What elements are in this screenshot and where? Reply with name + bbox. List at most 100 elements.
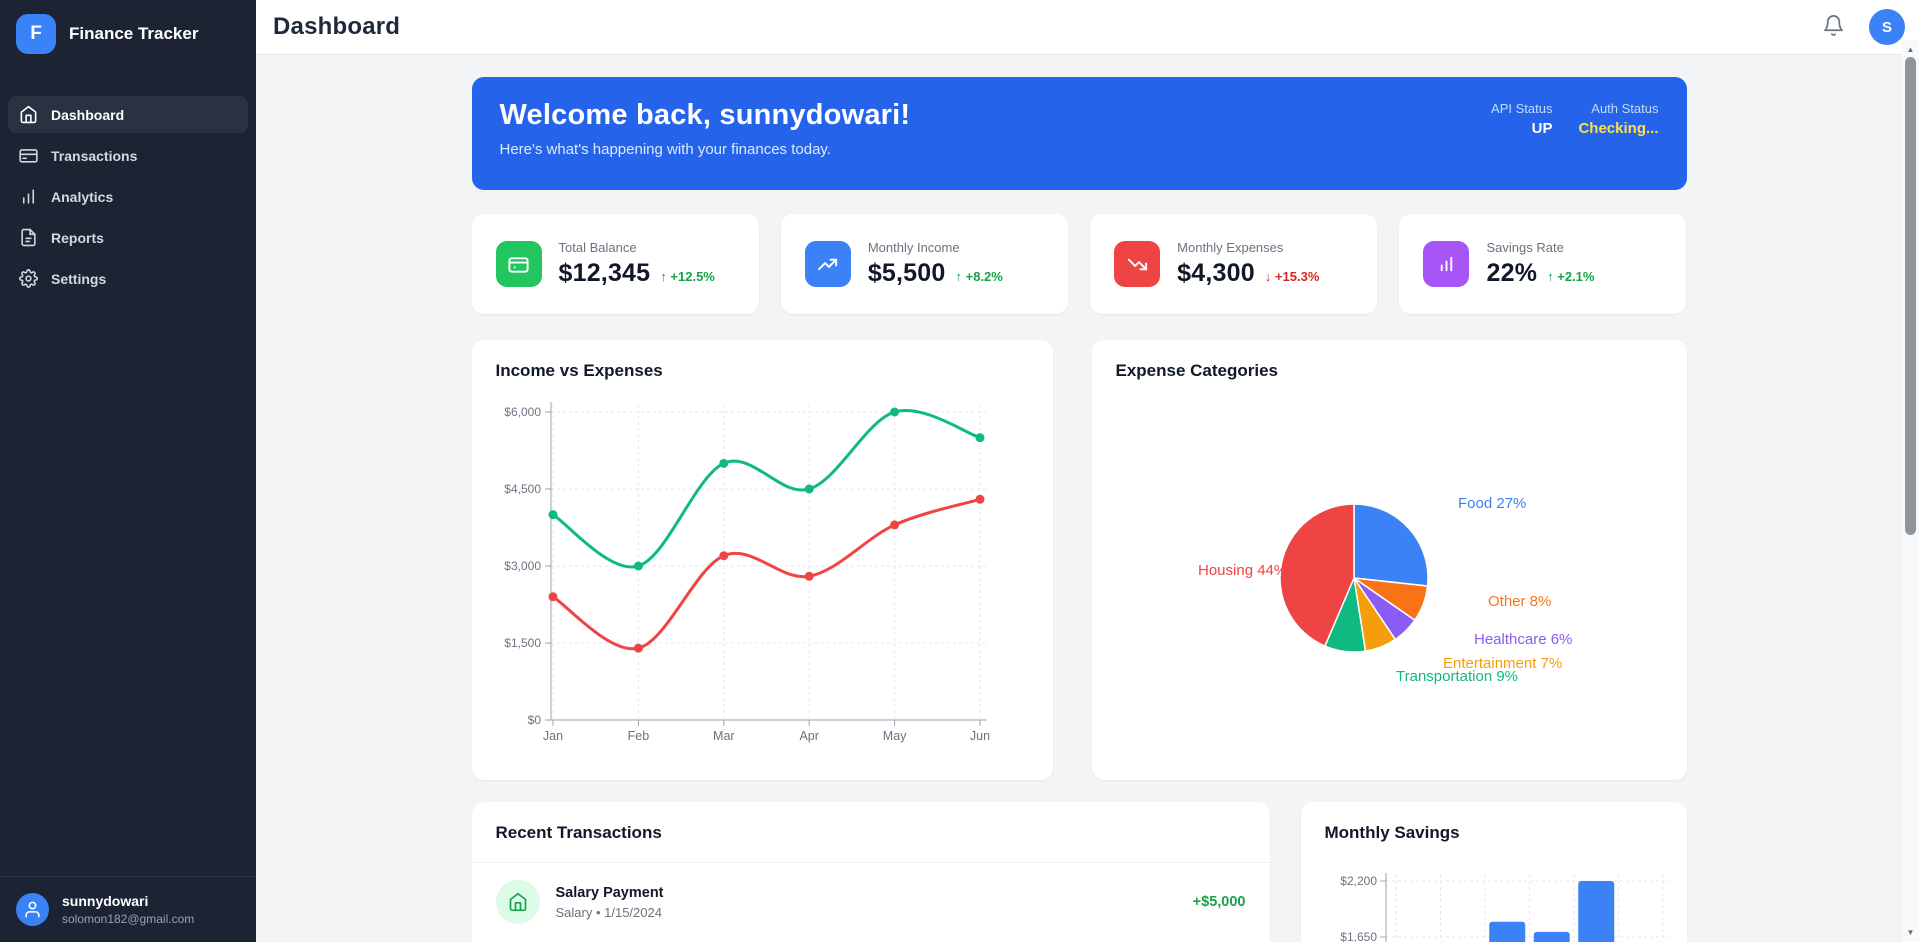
scrollbar-up-arrow[interactable]: ▲: [1906, 44, 1915, 54]
transaction-row[interactable]: Salary Payment Salary • 1/15/2024 +$5,00…: [472, 862, 1270, 942]
arrow-up-icon: ↑: [955, 269, 963, 284]
charts-row: Income vs Expenses $0 $1,500 $3,000 $4,500 $…: [471, 340, 1687, 780]
stat-value: 22%: [1486, 259, 1538, 287]
api-status-value: UP: [1531, 120, 1553, 137]
bell-icon[interactable]: [1820, 14, 1846, 40]
svg-text:$1,500: $1,500: [504, 636, 541, 650]
svg-text:$2,200: $2,200: [1340, 874, 1377, 888]
dashboard-content: Welcome back, sunnydowari! Here's what's…: [256, 55, 1919, 942]
sidebar-item-settings[interactable]: Settings: [8, 260, 248, 297]
top-header: Dashboard S: [256, 0, 1919, 55]
transaction-meta: Salary • 1/15/2024: [555, 904, 662, 920]
scrollbar-down-arrow[interactable]: ▼: [1906, 927, 1915, 937]
trending-up-icon: [804, 241, 851, 287]
arrow-down-icon: ↓: [1264, 269, 1272, 284]
svg-text:Apr: Apr: [799, 729, 818, 743]
recent-transactions-card: Recent Transactions Salary Payment Salar…: [471, 802, 1270, 942]
app-logo: F: [16, 14, 56, 54]
wallet-icon: [495, 241, 542, 287]
monthly-savings-card: Monthly Savings $0$550$1,100$1,650$2,200…: [1300, 802, 1687, 942]
auth-status: Auth Status Checking...: [1578, 101, 1658, 137]
income-expenses-chart: $0 $1,500 $3,000 $4,500 $6,000 Jan Feb Mar Apr Ma…: [504, 402, 990, 743]
credit-card-icon: [18, 146, 38, 166]
svg-text:Transportation 9%: Transportation 9%: [1396, 668, 1518, 685]
transaction-amount: +$5,000: [1192, 894, 1246, 910]
status-indicators: API Status UP Auth Status Checking...: [1491, 101, 1658, 137]
svg-text:$3,000: $3,000: [504, 559, 541, 573]
stat-delta: ↑ +8.2%: [955, 269, 1003, 284]
monthly-savings-chart: $0$550$1,100$1,650$2,200JanFebMarAprMayJ…: [1340, 873, 1669, 942]
svg-text:May: May: [882, 729, 906, 743]
stat-label: Monthly Expenses: [1177, 240, 1284, 255]
welcome-title: Welcome back, sunnydowari!: [499, 99, 911, 131]
svg-text:$0: $0: [527, 713, 541, 727]
section-title: Recent Transactions: [495, 823, 662, 842]
sidebar-item-reports[interactable]: Reports: [8, 219, 248, 256]
svg-text:Entertainment 7%: Entertainment 7%: [1443, 655, 1562, 672]
transaction-name: Salary Payment: [555, 884, 664, 901]
sidebar-nav: Dashboard Transactions Analytics Reports: [0, 92, 256, 301]
header-avatar[interactable]: S: [1869, 9, 1905, 45]
stat-value: $5,500: [867, 259, 946, 287]
main-area: Dashboard S Welcome back, sunnydowari! H…: [256, 0, 1919, 942]
stat-card-total-balance: Total Balance $12,345 ↑ +12.5%: [471, 214, 759, 314]
sidebar-item-transactions[interactable]: Transactions: [8, 137, 248, 174]
sidebar-item-label: Transactions: [51, 147, 138, 164]
stat-delta: ↑ +12.5%: [660, 269, 715, 284]
sidebar-user[interactable]: sunnydowari solomon182@gmail.com: [0, 876, 256, 942]
bottom-row: Recent Transactions Salary Payment Salar…: [471, 802, 1687, 942]
stat-delta: ↑ +2.1%: [1547, 269, 1595, 284]
sidebar-item-analytics[interactable]: Analytics: [8, 178, 248, 215]
stat-card-savings-rate: Savings Rate 22% ↑ +2.1%: [1399, 214, 1687, 314]
stat-label: Monthly Income: [867, 240, 960, 255]
svg-text:Healthcare 6%: Healthcare 6%: [1474, 631, 1572, 648]
bar-chart-icon: [1423, 241, 1470, 287]
page-title: Dashboard: [273, 13, 401, 40]
bar-chart-icon: [18, 187, 38, 207]
api-status-label: API Status: [1491, 101, 1553, 116]
user-name: sunnydowari: [62, 893, 149, 909]
chart-title: Income vs Expenses: [495, 361, 663, 380]
svg-text:Food 27%: Food 27%: [1458, 495, 1526, 512]
app-logo-row: F Finance Tracker: [0, 0, 256, 66]
section-title: Monthly Savings: [1324, 823, 1460, 842]
gear-icon: [18, 269, 38, 289]
svg-text:Feb: Feb: [627, 729, 649, 743]
stat-value: $4,300: [1177, 259, 1255, 287]
file-icon: [18, 228, 38, 248]
home-icon: [495, 880, 540, 924]
sidebar-item-label: Dashboard: [51, 106, 125, 123]
stat-card-monthly-expenses: Monthly Expenses $4,300 ↓ +15.3%: [1090, 214, 1378, 314]
stat-value: $12,345: [558, 259, 651, 287]
stat-label: Savings Rate: [1486, 240, 1564, 255]
chart-title: Expense Categories: [1115, 361, 1279, 380]
svg-text:Jan: Jan: [542, 729, 562, 743]
svg-text:Jun: Jun: [969, 729, 989, 743]
scrollbar[interactable]: ▲ ▼: [1902, 40, 1919, 942]
arrow-up-icon: ↑: [1547, 269, 1554, 284]
arrow-up-icon: ↑: [660, 269, 667, 284]
svg-text:$6,000: $6,000: [504, 405, 541, 419]
scrollbar-thumb[interactable]: [1905, 57, 1916, 535]
stat-card-monthly-income: Monthly Income $5,500 ↑ +8.2%: [780, 214, 1068, 314]
auth-status-label: Auth Status: [1591, 101, 1659, 116]
sidebar-item-label: Reports: [51, 229, 104, 246]
expense-categories-chart: Food 27% Other 8% Healthcare 6% Entertainme…: [1198, 495, 1572, 685]
expense-categories-card: Expense Categories Food 27% Other 8% Healt…: [1091, 340, 1687, 780]
sidebar-item-label: Analytics: [51, 188, 114, 205]
stats-row: Total Balance $12,345 ↑ +12.5% Mont: [471, 214, 1687, 314]
home-icon: [18, 105, 38, 125]
app-title: Finance Tracker: [69, 24, 199, 43]
svg-text:Other 8%: Other 8%: [1488, 593, 1551, 610]
sidebar-item-label: Settings: [51, 270, 107, 287]
api-status: API Status UP: [1491, 101, 1552, 137]
svg-text:Mar: Mar: [713, 729, 735, 743]
income-expenses-card: Income vs Expenses $0 $1,500 $3,000 $4,500 $…: [471, 340, 1053, 780]
welcome-subtitle: Here's what's happening with your financ…: [499, 141, 831, 158]
user-avatar-icon: [16, 893, 49, 926]
sidebar-item-dashboard[interactable]: Dashboard: [8, 96, 248, 133]
stat-delta: ↓ +15.3%: [1264, 269, 1320, 284]
trending-down-icon: [1114, 241, 1161, 287]
auth-status-value: Checking...: [1578, 120, 1659, 137]
